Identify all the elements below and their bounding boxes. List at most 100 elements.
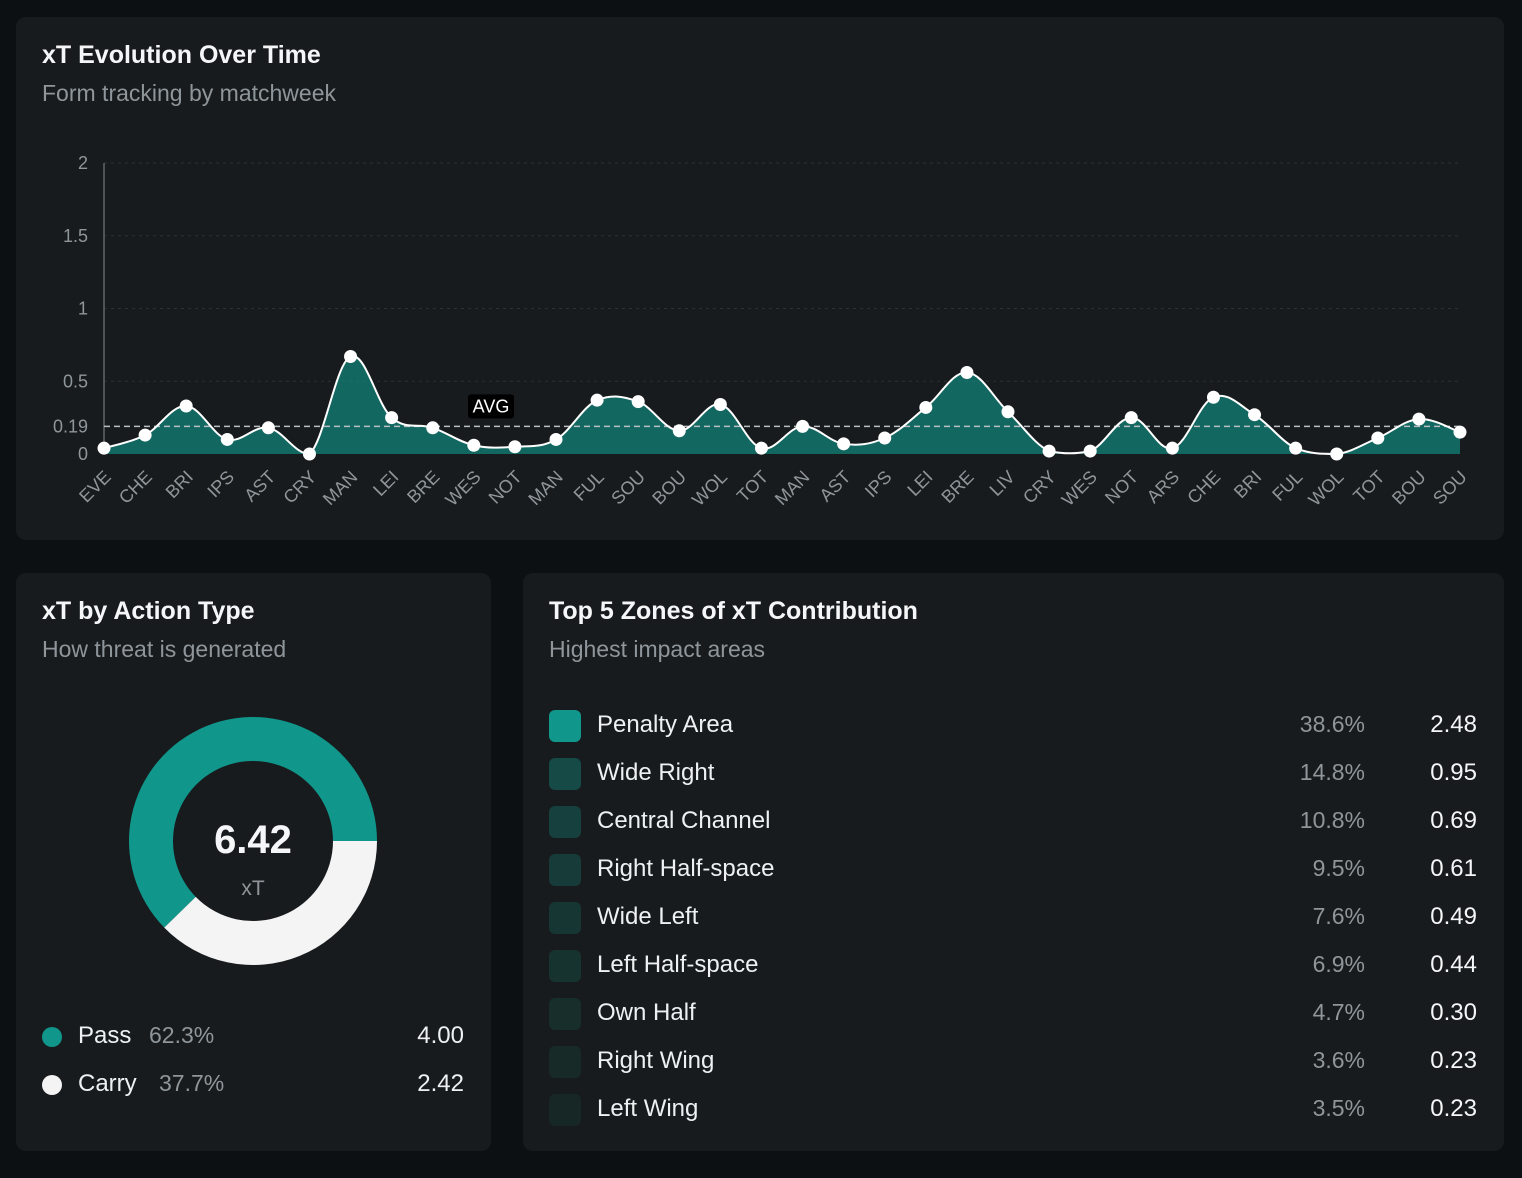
data-point[interactable]: [549, 432, 563, 446]
x-tick-label: SOU: [607, 467, 649, 509]
x-tick-label: TOT: [733, 467, 772, 506]
zone-row: Wide Right 14.8% 0.95: [549, 757, 1477, 791]
x-tick-label: CRY: [279, 467, 320, 508]
data-point[interactable]: [878, 431, 892, 445]
average-label: AVG: [473, 396, 510, 416]
zone-name: Own Half: [597, 999, 696, 1026]
x-tick-label: ARS: [1143, 467, 1183, 507]
legend-name: Pass: [78, 1022, 132, 1049]
zone-pct: 4.7%: [1312, 999, 1365, 1025]
data-point[interactable]: [1248, 408, 1262, 422]
zone-row: Wide Left 7.6% 0.49: [549, 901, 1477, 935]
zone-swatch: [549, 758, 581, 790]
data-point[interactable]: [344, 350, 358, 364]
y-tick-label: 0: [78, 444, 88, 464]
zone-value: 0.95: [1430, 759, 1477, 786]
data-point[interactable]: [1330, 447, 1344, 461]
x-tick-label: CRY: [1019, 467, 1060, 508]
data-point[interactable]: [261, 421, 275, 435]
legend-dot-pass: [42, 1027, 62, 1047]
x-tick-label: WES: [1058, 467, 1101, 510]
zone-row: Central Channel 10.8% 0.69: [549, 805, 1477, 839]
y-tick-label: 0.5: [63, 371, 88, 391]
data-point[interactable]: [672, 424, 686, 438]
zone-swatch: [549, 902, 581, 934]
data-point[interactable]: [467, 438, 481, 452]
data-point[interactable]: [1001, 405, 1015, 419]
data-point[interactable]: [960, 366, 974, 380]
zone-row: Left Half-space 6.9% 0.44: [549, 949, 1477, 983]
data-point[interactable]: [631, 395, 645, 409]
data-point[interactable]: [1083, 444, 1097, 458]
data-point[interactable]: [1289, 441, 1303, 455]
x-tick-label: NOT: [1101, 467, 1142, 508]
x-tick-label: SOU: [1429, 467, 1471, 509]
data-point[interactable]: [796, 419, 810, 433]
x-tick-label: IPS: [203, 467, 238, 502]
data-point[interactable]: [1371, 431, 1385, 445]
data-point[interactable]: [1042, 444, 1056, 458]
zone-value: 2.48: [1430, 711, 1477, 738]
data-point[interactable]: [138, 428, 152, 442]
data-point[interactable]: [754, 441, 768, 455]
data-point[interactable]: [97, 441, 111, 455]
legend-pct: 62.3%: [149, 1022, 215, 1048]
zone-value: 0.69: [1430, 807, 1477, 834]
data-point[interactable]: [426, 421, 440, 435]
zone-name: Left Wing: [597, 1095, 699, 1122]
zone-name: Left Half-space: [597, 951, 759, 978]
x-tick-label: CHE: [1183, 467, 1224, 508]
data-point[interactable]: [590, 393, 604, 407]
x-tick-label: EVE: [75, 467, 115, 507]
zone-swatch: [549, 950, 581, 982]
data-point[interactable]: [713, 398, 727, 412]
x-tick-label: MAN: [771, 467, 813, 509]
zone-row: Own Half 4.7% 0.30: [549, 997, 1477, 1031]
x-tick-label: BRI: [162, 467, 197, 502]
data-point[interactable]: [179, 399, 193, 413]
x-tick-label: AST: [816, 467, 855, 506]
legend-item-pass: Pass 62.3% 4.00: [42, 1022, 464, 1052]
data-point[interactable]: [1165, 441, 1179, 455]
data-point[interactable]: [302, 447, 316, 461]
action-type-subtitle: How threat is generated: [42, 636, 287, 662]
donut-slice-pass[interactable]: [128, 717, 377, 928]
data-point[interactable]: [919, 400, 933, 414]
legend-value: 4.00: [417, 1022, 464, 1049]
zone-swatch: [549, 998, 581, 1030]
x-tick-label: BOU: [1388, 467, 1430, 509]
zone-name: Right Wing: [597, 1047, 715, 1074]
zone-pct: 38.6%: [1299, 711, 1365, 737]
data-point[interactable]: [220, 432, 234, 446]
zone-name: Wide Right: [597, 759, 715, 786]
xt-area: [104, 356, 1460, 454]
donut-slice-carry[interactable]: [164, 841, 377, 965]
x-tick-label: TOT: [1349, 467, 1388, 506]
evolution-title: xT Evolution Over Time: [42, 41, 321, 69]
x-tick-label: FUL: [570, 467, 608, 505]
data-point[interactable]: [837, 437, 851, 451]
average-tick-label: 0.19: [53, 416, 88, 436]
zones-subtitle: Highest impact areas: [549, 636, 766, 662]
donut-total-unit: xT: [241, 877, 265, 900]
data-point[interactable]: [508, 440, 522, 454]
zone-pct: 3.5%: [1312, 1095, 1365, 1121]
data-point[interactable]: [1453, 425, 1467, 439]
data-point[interactable]: [1206, 390, 1220, 404]
x-tick-label: WOL: [1304, 467, 1347, 510]
zone-name: Wide Left: [597, 903, 699, 930]
zone-value: 0.23: [1430, 1095, 1477, 1122]
x-tick-label: LEI: [903, 467, 936, 500]
y-tick-label: 1: [78, 299, 88, 319]
zone-value: 0.61: [1430, 855, 1477, 882]
data-point[interactable]: [385, 411, 399, 425]
y-tick-label: 2: [78, 153, 88, 173]
zone-pct: 6.9%: [1312, 951, 1365, 977]
zone-value: 0.49: [1430, 903, 1477, 930]
zone-name: Penalty Area: [597, 711, 734, 738]
data-point[interactable]: [1412, 412, 1426, 426]
zone-swatch: [549, 806, 581, 838]
data-point[interactable]: [1124, 411, 1138, 425]
zone-row: Left Wing 3.5% 0.23: [549, 1093, 1477, 1127]
